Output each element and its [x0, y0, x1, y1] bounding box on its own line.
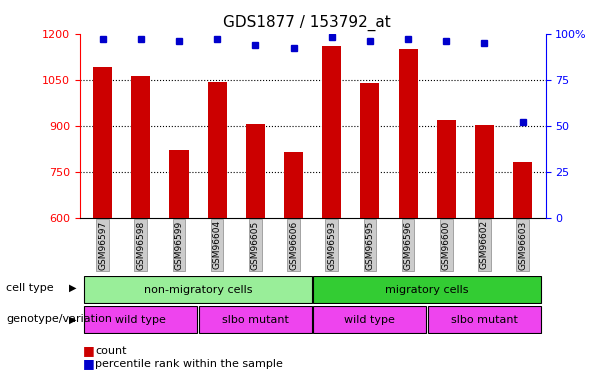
- Text: GSM96593: GSM96593: [327, 220, 336, 270]
- Bar: [513, 162, 532, 218]
- Bar: [169, 150, 189, 217]
- Text: percentile rank within the sample: percentile rank within the sample: [95, 359, 283, 369]
- Text: GSM96605: GSM96605: [251, 220, 260, 270]
- Bar: [93, 68, 112, 218]
- Text: GSM96599: GSM96599: [175, 220, 183, 270]
- Text: migratory cells: migratory cells: [386, 285, 469, 295]
- Bar: [84, 276, 312, 303]
- Text: non-migratory cells: non-migratory cells: [144, 285, 253, 295]
- Text: genotype/variation: genotype/variation: [6, 315, 112, 324]
- Text: GSM96598: GSM96598: [136, 220, 145, 270]
- Text: GSM96600: GSM96600: [442, 220, 451, 270]
- Bar: [84, 306, 197, 333]
- Bar: [246, 124, 265, 218]
- Bar: [199, 306, 312, 333]
- Text: GSM96597: GSM96597: [98, 220, 107, 270]
- Bar: [428, 306, 541, 333]
- Text: wild type: wild type: [115, 315, 166, 325]
- Text: count: count: [95, 346, 126, 355]
- Text: ▶: ▶: [69, 283, 76, 293]
- Bar: [475, 125, 494, 218]
- Text: slbo mutant: slbo mutant: [451, 315, 518, 325]
- Text: GDS1877 / 153792_at: GDS1877 / 153792_at: [223, 15, 390, 31]
- Text: GSM96604: GSM96604: [213, 220, 222, 269]
- Bar: [313, 306, 427, 333]
- Bar: [284, 152, 303, 217]
- Bar: [398, 49, 417, 217]
- Bar: [131, 76, 150, 217]
- Text: GSM96602: GSM96602: [480, 220, 489, 269]
- Text: GSM96606: GSM96606: [289, 220, 298, 270]
- Text: ■: ■: [83, 357, 94, 370]
- Bar: [208, 82, 227, 218]
- Bar: [360, 83, 379, 218]
- Text: ■: ■: [83, 344, 94, 357]
- Bar: [436, 120, 456, 218]
- Bar: [322, 46, 341, 217]
- Text: cell type: cell type: [6, 283, 54, 293]
- Text: GSM96596: GSM96596: [403, 220, 413, 270]
- Text: ▶: ▶: [69, 315, 76, 324]
- Bar: [313, 276, 541, 303]
- Text: GSM96603: GSM96603: [518, 220, 527, 270]
- Text: slbo mutant: slbo mutant: [222, 315, 289, 325]
- Text: GSM96595: GSM96595: [365, 220, 375, 270]
- Text: wild type: wild type: [345, 315, 395, 325]
